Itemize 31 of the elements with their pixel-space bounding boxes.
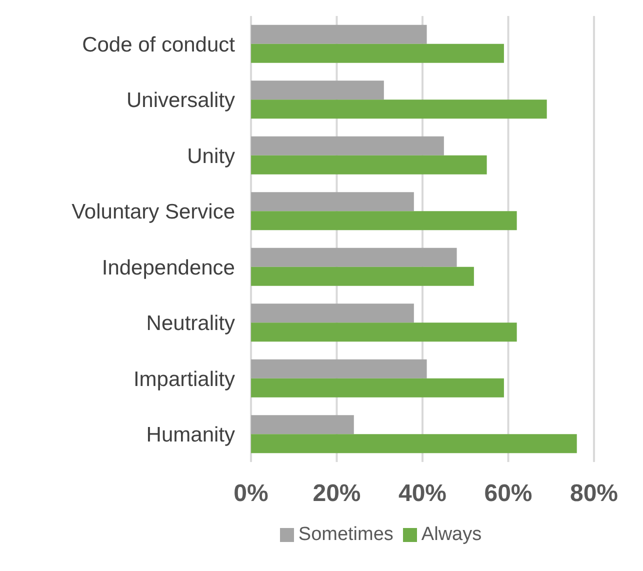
bar — [251, 155, 487, 174]
x-tick-label: 0% — [234, 480, 268, 508]
y-tick-label: Humanity — [146, 424, 236, 447]
bar — [251, 322, 517, 342]
y-tick-label: Code of conduct — [82, 33, 236, 56]
x-tick-label: 20% — [312, 480, 361, 508]
bar — [251, 378, 504, 398]
x-tick-label: 80% — [570, 480, 618, 508]
y-tick-label: Voluntary Service — [72, 200, 235, 224]
bar — [251, 136, 444, 156]
bar — [251, 80, 384, 100]
x-tick-label: 40% — [398, 480, 447, 508]
legend-label: Always — [421, 524, 482, 545]
y-tick-label: Neutrality — [146, 312, 236, 336]
bar — [251, 100, 547, 119]
bar — [251, 192, 414, 212]
bar — [251, 266, 474, 286]
bar — [251, 44, 504, 63]
bar — [251, 304, 414, 323]
y-tick-label: Impartiality — [133, 368, 236, 391]
bar — [251, 248, 457, 267]
bar — [251, 434, 577, 454]
bar — [251, 359, 427, 378]
bar — [251, 211, 517, 230]
y-tick-label: Independence — [102, 256, 235, 280]
y-tick-label: Universality — [126, 89, 236, 112]
y-tick-label: Unity — [187, 144, 236, 168]
legend-label: Sometimes — [298, 524, 394, 545]
bar — [251, 24, 427, 44]
x-tick-label: 60% — [484, 480, 532, 508]
bar — [251, 415, 354, 434]
